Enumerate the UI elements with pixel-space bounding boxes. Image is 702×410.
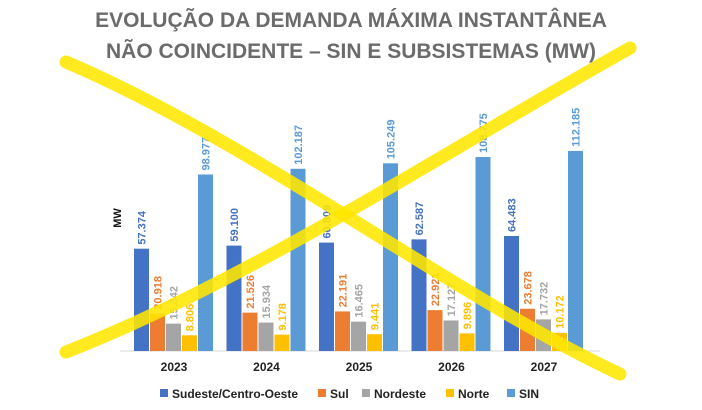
- bar-sudeste-centro-oeste-2024: [226, 245, 242, 351]
- y-axis-label: MW: [112, 208, 124, 228]
- bar-sudeste-centro-oeste-2023: [134, 248, 149, 351]
- value-label: 23.678: [523, 271, 535, 305]
- bar-nordeste-2024: [258, 322, 274, 351]
- value-label: 22.191: [338, 274, 350, 308]
- legend-swatch: [446, 389, 454, 397]
- category-labels-group: 2023 2024 2025 2026 2027: [161, 360, 558, 374]
- legend-swatch: [318, 389, 326, 397]
- value-label: 9.896: [462, 302, 474, 330]
- value-label: 15.934: [261, 284, 273, 319]
- legend-swatch: [362, 389, 370, 397]
- legend-swatch: [507, 389, 515, 397]
- bar-sudeste-centro-oeste-2025: [319, 242, 334, 351]
- bar-sin-2023: [198, 174, 213, 351]
- bar-sin-2025: [383, 163, 398, 351]
- bar-nordeste-2023: [166, 323, 181, 351]
- value-label: 62.587: [414, 202, 426, 236]
- bar-sul-2024: [242, 312, 258, 351]
- bar-sul-2025: [335, 311, 350, 351]
- value-label: 9.441: [370, 303, 382, 331]
- value-label: 16.465: [354, 284, 366, 318]
- category-label-2027: 2027: [531, 360, 558, 374]
- value-label: 17.127: [446, 283, 458, 317]
- value-label: 20.918: [153, 276, 165, 310]
- bar-nordeste-2025: [351, 321, 366, 351]
- legend-label: Sul: [330, 387, 349, 401]
- bar-norte-2023: [182, 335, 197, 351]
- category-label-2024: 2024: [253, 360, 280, 374]
- value-label: 105.249: [386, 120, 398, 160]
- legend-swatch: [160, 389, 168, 397]
- bar-sin-2024: [290, 168, 306, 351]
- chart-title-line-2: NÃO COINCIDENTE – SIN E SUBSISTEMAS (MW): [106, 40, 596, 63]
- cross-out-stroke-2: [59, 55, 627, 381]
- category-label-2026: 2026: [438, 360, 465, 374]
- category-label-2025: 2025: [346, 360, 373, 374]
- value-label: 21.526: [245, 275, 257, 309]
- cross-out-overlay: [59, 41, 637, 381]
- bar-sin-2026: [475, 157, 491, 351]
- value-label: 102.187: [293, 125, 305, 165]
- value-label: 64.483: [507, 198, 519, 232]
- legend: Sudeste/Centro-Oeste Sul Nordeste Norte SIN: [160, 387, 539, 401]
- bar-norte-2024: [274, 334, 290, 351]
- legend-label: Sudeste/Centro-Oeste: [172, 387, 298, 401]
- bar-sin-2027: [568, 150, 583, 351]
- bar-sul-2026: [427, 310, 443, 351]
- value-label: 9.178: [277, 303, 289, 331]
- legend-label: SIN: [519, 387, 539, 401]
- category-label-2023: 2023: [161, 360, 188, 374]
- value-label: 59.100: [229, 208, 241, 242]
- value-label: 17.732: [539, 282, 551, 316]
- bar-norte-2025: [367, 334, 382, 351]
- bar-nordeste-2026: [443, 320, 459, 351]
- value-label: 8.806: [185, 304, 197, 332]
- value-label: 57.374: [137, 210, 149, 245]
- bar-norte-2026: [459, 333, 475, 351]
- bar-sudeste-centro-oeste-2027: [504, 236, 519, 351]
- value-label: 10.172: [555, 295, 567, 329]
- legend-label: Norte: [458, 387, 490, 401]
- bar-sul-2023: [150, 313, 165, 351]
- legend-label: Nordeste: [374, 387, 426, 401]
- value-label: 98.977: [201, 137, 213, 171]
- value-label: 22.921: [430, 272, 442, 306]
- chart-title-line-1: EVOLUÇÃO DA DEMANDA MÁXIMA INSTANTÂNEA: [95, 8, 607, 32]
- value-label: 112.185: [571, 108, 583, 147]
